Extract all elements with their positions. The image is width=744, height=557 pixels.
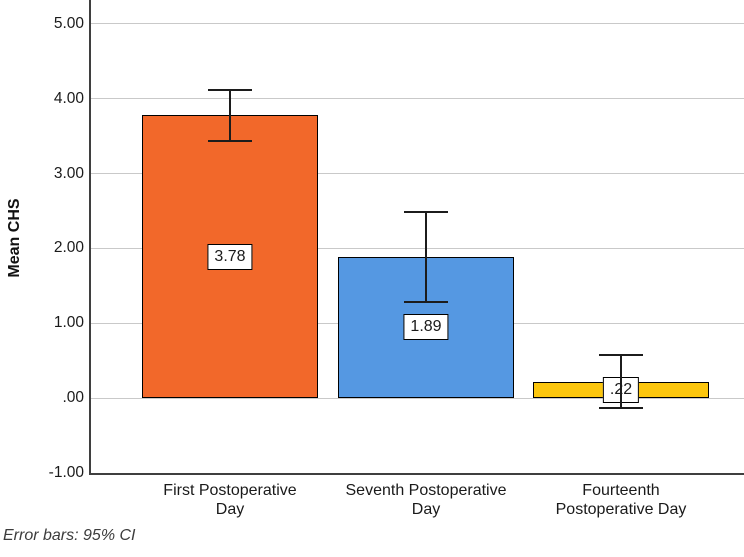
y-axis-tick-label: 3.00 [53,164,84,182]
gridline [91,247,744,249]
plot-area: 3.781.89.22 [89,0,744,475]
x-axis-category-label: Seventh Postoperative Day [345,482,507,518]
error-bar [425,211,427,302]
y-axis-tick-label: 1.00 [53,314,84,332]
bar-first-postoperative-day [142,115,318,399]
y-axis-tick-label: 4.00 [53,89,84,107]
gridline [91,397,744,399]
error-bar-cap [208,88,252,91]
error-bar-cap [599,354,643,357]
error-bars-footnote: Error bars: 95% CI [3,527,136,544]
error-bar [229,89,231,141]
y-axis-tick-label: -1.00 [48,464,84,481]
error-bar-cap [599,406,643,409]
error-bar [620,355,622,408]
bar-value-label: 3.78 [207,243,253,270]
error-bar-cap [208,139,252,142]
error-bar-cap [404,300,448,303]
y-axis-tick-label: 5.00 [53,14,84,32]
gridline [91,98,744,100]
gridline [91,23,744,25]
x-axis-category-label: First Postoperative Day [163,482,297,518]
y-axis-tick-label: .00 [62,389,84,407]
bar-value-label: 1.89 [403,314,449,341]
gridline [91,173,744,175]
y-axis-title: Mean CHS [6,198,23,278]
x-axis-category-label: Fourteenth Postoperative Day [555,482,687,518]
y-axis-tick-label: 2.00 [53,239,84,257]
error-bar-cap [404,210,448,213]
